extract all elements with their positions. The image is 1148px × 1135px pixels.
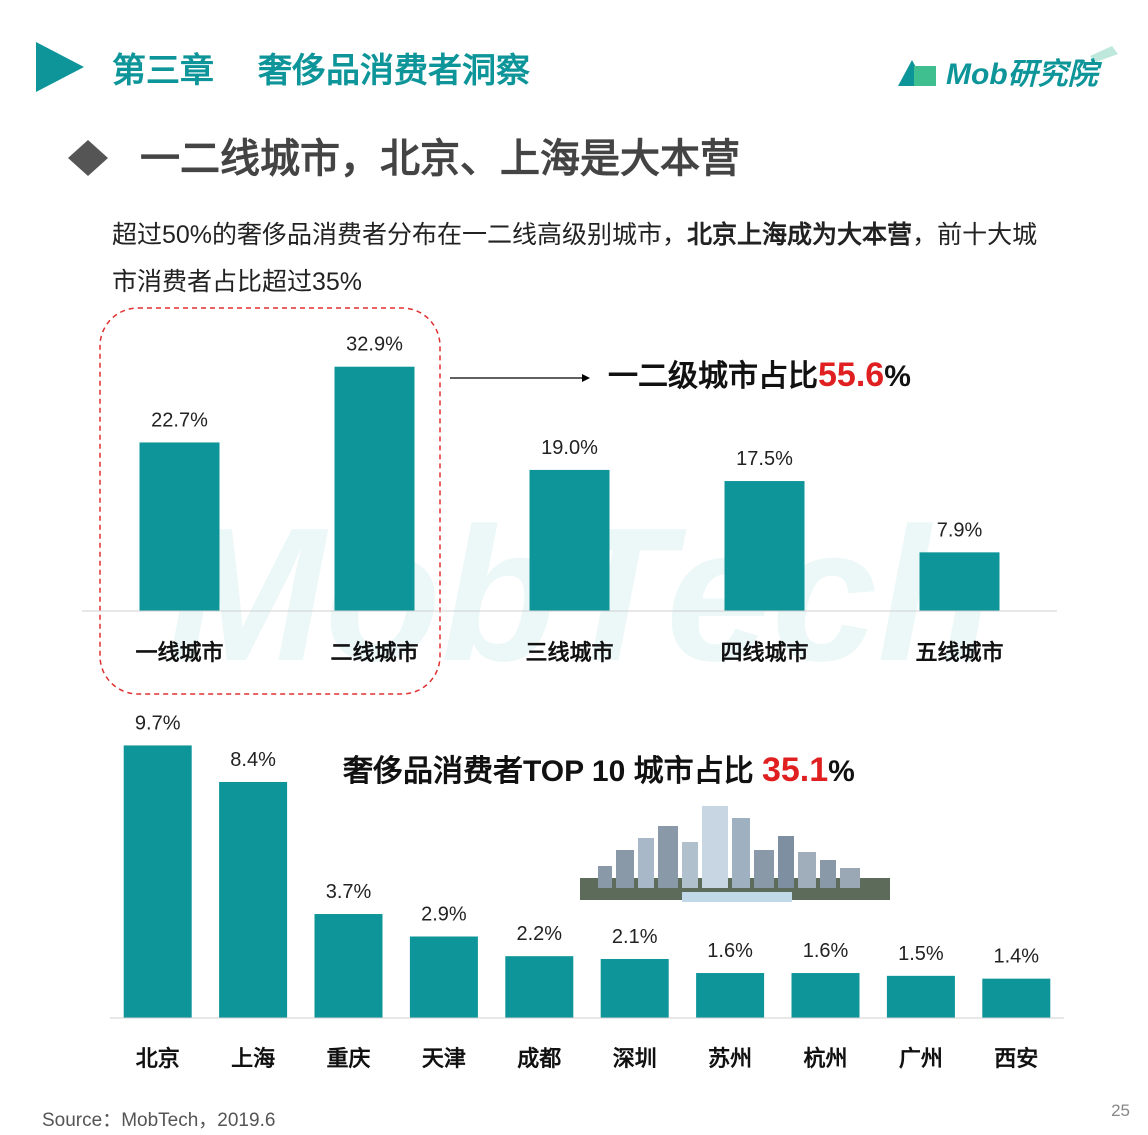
bar: [600, 958, 669, 1018]
bar: [139, 442, 220, 611]
x-tick-label: 一线城市: [135, 640, 223, 665]
logo: Mob研究院: [946, 57, 1103, 91]
annotation-text: 一二级城市占比: [608, 359, 818, 393]
x-tick-label: 广州: [899, 1046, 943, 1071]
value-label: 3.7%: [326, 881, 372, 903]
bar: [724, 481, 805, 611]
value-label: 7.9%: [937, 519, 983, 541]
description: 超过50%的奢侈品消费者分布在一二线高级别城市，北京上海成为大本营，前十大城市消…: [112, 212, 1062, 306]
bar: [314, 914, 383, 1018]
x-tick-label: 杭州: [803, 1046, 847, 1071]
chapter: 第三章: [112, 51, 214, 90]
value-label: 1.4%: [994, 946, 1040, 968]
highlight-box: [99, 307, 441, 695]
x-tick-label: 五线城市: [915, 640, 1003, 665]
annotation-highlight: 35.1: [762, 751, 828, 789]
value-label: 17.5%: [736, 448, 793, 470]
bar: [982, 978, 1051, 1018]
city-image: [580, 806, 890, 902]
x-tick-label: 重庆: [326, 1046, 370, 1071]
value-label: 22.7%: [151, 409, 208, 431]
bullet: [68, 140, 108, 176]
x-tick-label: 二线城市: [330, 640, 418, 665]
annotation-text: %: [828, 755, 855, 788]
bar: [409, 936, 478, 1018]
value-label: 2.1%: [612, 926, 658, 948]
logo-icon: [898, 46, 1118, 86]
bar: [219, 781, 288, 1018]
bar: [123, 745, 192, 1018]
value-label: 2.9%: [421, 904, 467, 926]
x-tick-label: 北京: [136, 1046, 180, 1071]
x-tick-label: 三线城市: [525, 640, 613, 665]
description-text: ，前十大城市消费者占比超过35%: [112, 221, 1038, 296]
value-label: 1.6%: [707, 940, 753, 962]
description-bold: 北京上海成为大本营: [687, 221, 913, 249]
bar: [696, 973, 765, 1018]
value-label: 32.9%: [346, 334, 403, 356]
x-tick-label: 上海: [231, 1046, 275, 1071]
bar: [919, 552, 1000, 611]
annotation-highlight: 55.6: [818, 356, 884, 394]
x-tick-label: 成都: [517, 1046, 561, 1071]
chapter-title: 奢侈品消费者洞察: [258, 52, 530, 90]
value-label: 2.2%: [517, 923, 563, 945]
bar: [505, 956, 574, 1018]
value-label: 1.5%: [898, 943, 944, 965]
value-label: 9.7%: [135, 712, 181, 734]
x-tick-label: 苏州: [708, 1046, 752, 1071]
bar: [334, 366, 415, 611]
x-tick-label: 西安: [994, 1046, 1038, 1071]
annotation: 一二级城市占比55.6%: [608, 356, 911, 394]
value-label: 19.0%: [541, 437, 598, 459]
page-number: 25: [1111, 1101, 1130, 1120]
value-label: 8.4%: [230, 749, 276, 771]
x-tick-label: 四线城市: [720, 640, 808, 665]
bar: [529, 469, 610, 611]
annotation-text: %: [884, 360, 911, 393]
value-label: 1.6%: [803, 940, 849, 962]
x-tick-label: 深圳: [613, 1046, 657, 1071]
arrow-head: [582, 374, 590, 382]
source: Source：MobTech，2019.6: [42, 1110, 275, 1131]
heading: 一二线城市，北京、上海是大本营: [140, 137, 740, 181]
bar: [791, 973, 860, 1018]
annotation-text: 奢侈品消费者TOP 10 城市占比: [343, 754, 762, 788]
annotation: 奢侈品消费者TOP 10 城市占比 35.1%: [343, 751, 855, 789]
bar: [886, 975, 955, 1018]
chapter-arrow: [36, 42, 84, 92]
x-tick-label: 天津: [422, 1046, 466, 1071]
description-text: 超过50%的奢侈品消费者分布在一二线高级别城市，: [112, 221, 688, 249]
